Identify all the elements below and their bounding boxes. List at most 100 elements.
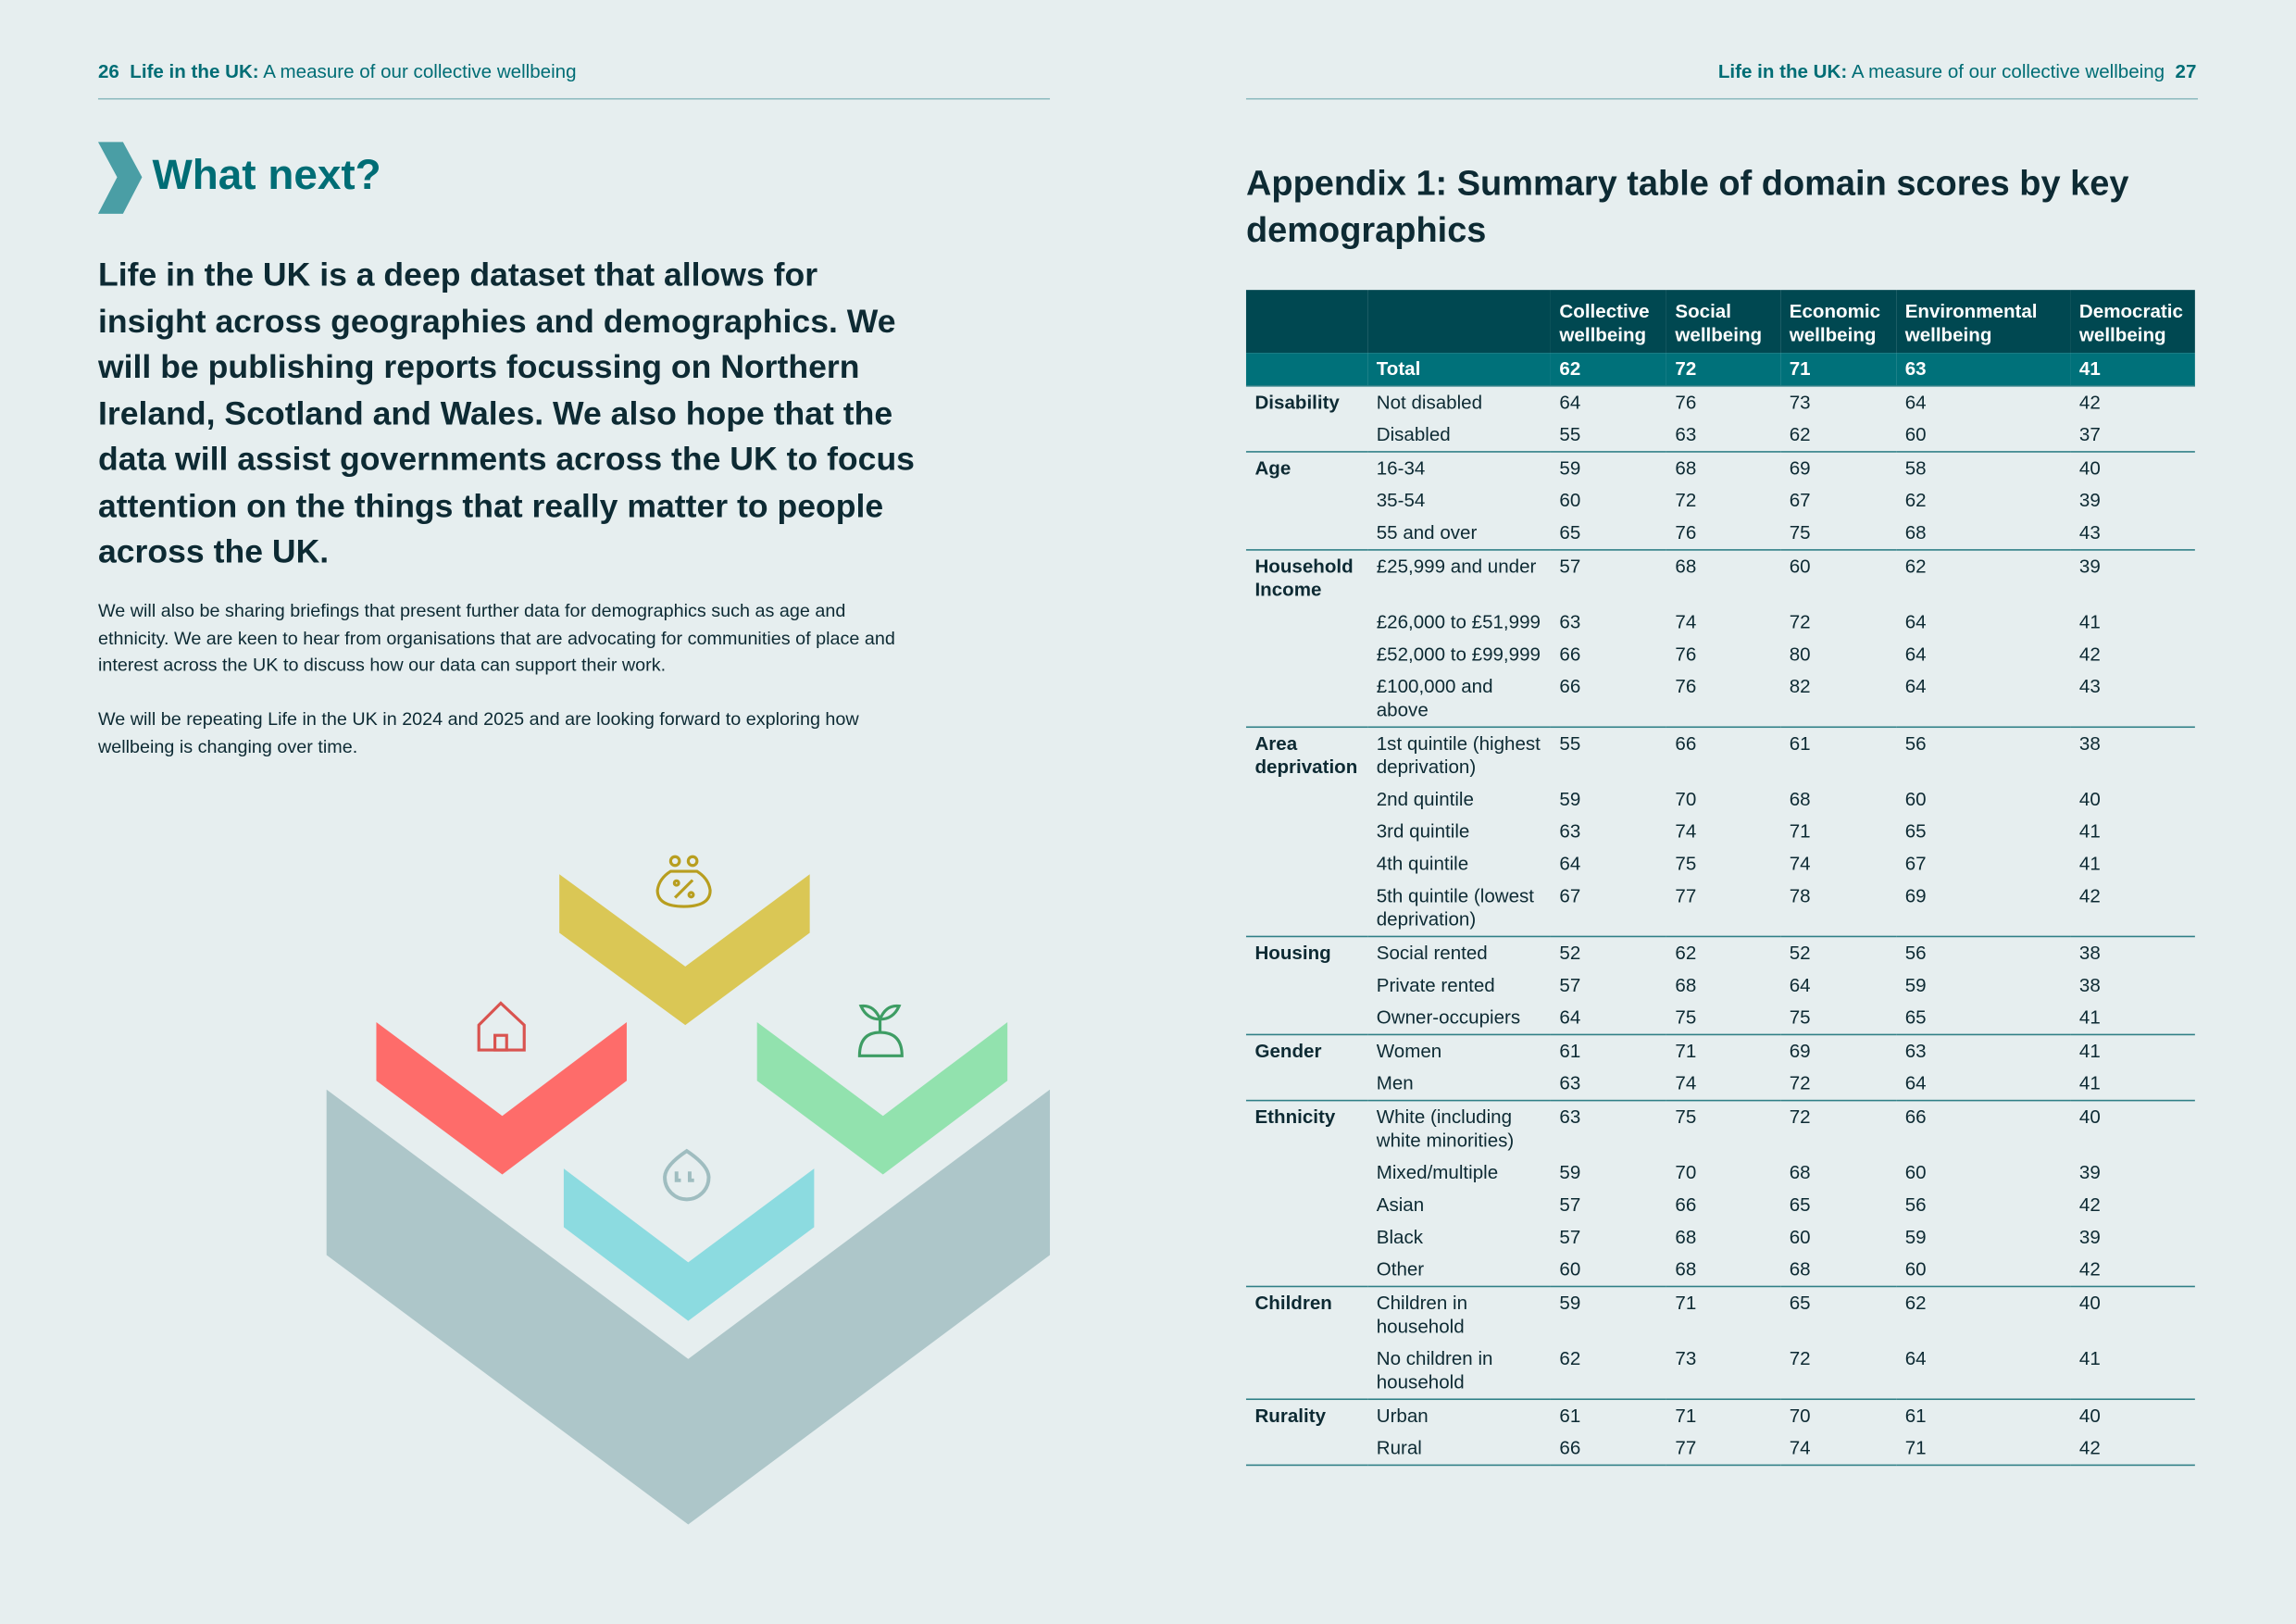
value-cell: 77 [1666, 880, 1781, 938]
value-cell: 75 [1666, 1001, 1781, 1036]
table-row: Other 60 68 68 60 42 [1245, 1253, 2195, 1288]
value-cell: 61 [1896, 1398, 2071, 1432]
value-cell: 66 [1896, 1099, 2071, 1157]
value-cell: 72 [1780, 1343, 1897, 1401]
value-cell: 73 [1666, 1343, 1781, 1401]
heading: What next? [152, 152, 381, 200]
table-row: 2nd quintile 59 70 68 60 40 [1246, 783, 2195, 816]
table-row: Gender Women 61 71 69 63 41 [1245, 1033, 2195, 1068]
total-row: Total 62 72 71 63 41 [1245, 353, 2195, 386]
value-cell: 39 [2070, 549, 2195, 606]
column-header: Democratic wellbeing [2070, 290, 2195, 354]
value-cell: 71 [1666, 1398, 1781, 1432]
row-label: Asian [1376, 1193, 1425, 1216]
table-row: Mixed/multiple 59 70 68 60 39 [1246, 1156, 2195, 1189]
value-cell: 62 [1550, 1343, 1666, 1401]
value-cell: 82 [1780, 670, 1897, 729]
group-label [1246, 1221, 1367, 1254]
group-label [1246, 1156, 1367, 1189]
row-label: 2nd quintile [1376, 787, 1474, 810]
value-cell: 74 [1675, 819, 1697, 843]
house-icon [477, 1001, 526, 1052]
value-cell: 42 [2070, 1253, 2195, 1288]
value-cell: 68 [1666, 549, 1781, 606]
value-cell: 56 [1904, 1193, 1927, 1216]
value-cell: 67 [1789, 489, 1811, 511]
group-label: Rurality [1245, 1398, 1368, 1432]
value-cell: 59 [1550, 1285, 1666, 1343]
value-cell: 64 [1904, 610, 1927, 633]
table-row: 55 and over 65 76 75 68 43 [1245, 517, 2195, 551]
value-cell: 38 [2078, 973, 2101, 996]
table-row: Asian 57 66 65 56 42 [1246, 1189, 2195, 1221]
value-cell: 41 [2070, 353, 2195, 386]
table-row: £52,000 to £99,999 66 76 80 64 42 [1246, 639, 2195, 671]
value-cell: 63 [1896, 353, 2071, 386]
row-label: Private rented [1376, 973, 1495, 996]
value-cell: 68 [1666, 451, 1781, 485]
column-header: Environmental wellbeing [1896, 290, 2071, 354]
value-cell: 43 [2070, 670, 2195, 729]
value-cell: 60 [1904, 787, 1927, 810]
value-cell: 41 [2070, 1001, 2195, 1036]
value-cell: 75 [1780, 517, 1897, 551]
value-cell: 73 [1780, 384, 1897, 419]
value-cell: 40 [2070, 1285, 2195, 1343]
value-cell: 71 [1789, 819, 1811, 843]
value-cell: 39 [2078, 489, 2101, 511]
group-label [1245, 1068, 1368, 1102]
value-cell: 56 [1896, 935, 2071, 970]
right-header: Life in the UK: A measure of our collect… [1718, 60, 2197, 82]
value-cell: 63 [1896, 1033, 2071, 1068]
table-row: 5th quintile (lowest deprivation) 67 77 78 6… [1245, 880, 2195, 938]
summary-table: Collective wellbeing Social wellbeing Econ… [1245, 290, 2195, 1467]
table-row: Disabled 55 63 62 60 37 [1245, 418, 2195, 453]
table-row: Rurality Urban 61 71 70 61 40 [1245, 1398, 2195, 1432]
table-row: Men 63 74 72 64 41 [1245, 1068, 2195, 1102]
value-cell: 63 [1666, 418, 1781, 453]
value-cell: 59 [1559, 1161, 1581, 1183]
value-cell: 66 [1550, 1431, 1666, 1467]
row-label: Not disabled [1367, 384, 1551, 419]
value-cell: 63 [1559, 819, 1581, 843]
value-cell: 74 [1666, 1068, 1781, 1102]
green-chevron [756, 1021, 1008, 1175]
value-cell: 70 [1675, 1161, 1697, 1183]
group-label: Area deprivation [1245, 726, 1368, 784]
value-cell: 62 [1666, 935, 1781, 970]
value-cell: 66 [1675, 1193, 1697, 1216]
table-row: Household Income £25,999 and under 57 68 60 6… [1245, 549, 2195, 606]
header-text: A measure of our collective wellbeing [263, 59, 577, 82]
value-cell: 52 [1780, 935, 1897, 970]
group-label: Ethnicity [1245, 1099, 1368, 1157]
value-cell: 77 [1666, 1431, 1781, 1467]
value-cell: 64 [1550, 384, 1666, 419]
group-label [1246, 816, 1367, 848]
value-cell: 75 [1780, 1001, 1897, 1036]
group-label: Age [1245, 451, 1368, 485]
value-cell: 68 [1789, 1161, 1811, 1183]
value-cell: 43 [2070, 517, 2195, 551]
value-cell: 42 [2070, 1431, 2195, 1467]
page-number: 26 [97, 59, 119, 82]
group-label: Gender [1245, 1033, 1368, 1068]
value-cell: 72 [1789, 610, 1811, 633]
value-cell: 42 [2070, 384, 2195, 419]
row-label: 16-34 [1367, 451, 1551, 485]
value-cell: 39 [2078, 1161, 2101, 1183]
column-header: Economic wellbeing [1780, 290, 1897, 354]
quote-icon [663, 1148, 711, 1202]
group-label [1245, 517, 1368, 551]
value-cell: 60 [1896, 1253, 2071, 1288]
value-cell: 75 [1666, 1099, 1781, 1157]
value-cell: 62 [1896, 549, 2071, 606]
value-cell: 63 [1559, 610, 1581, 633]
value-cell: 71 [1666, 1285, 1781, 1343]
value-cell: 57 [1550, 549, 1666, 606]
value-cell: 68 [1666, 1253, 1781, 1288]
row-label: £52,000 to £99,999 [1376, 643, 1541, 666]
value-cell: 74 [1789, 852, 1811, 875]
value-cell: 60 [1789, 1225, 1811, 1248]
value-cell: 80 [1789, 643, 1811, 666]
